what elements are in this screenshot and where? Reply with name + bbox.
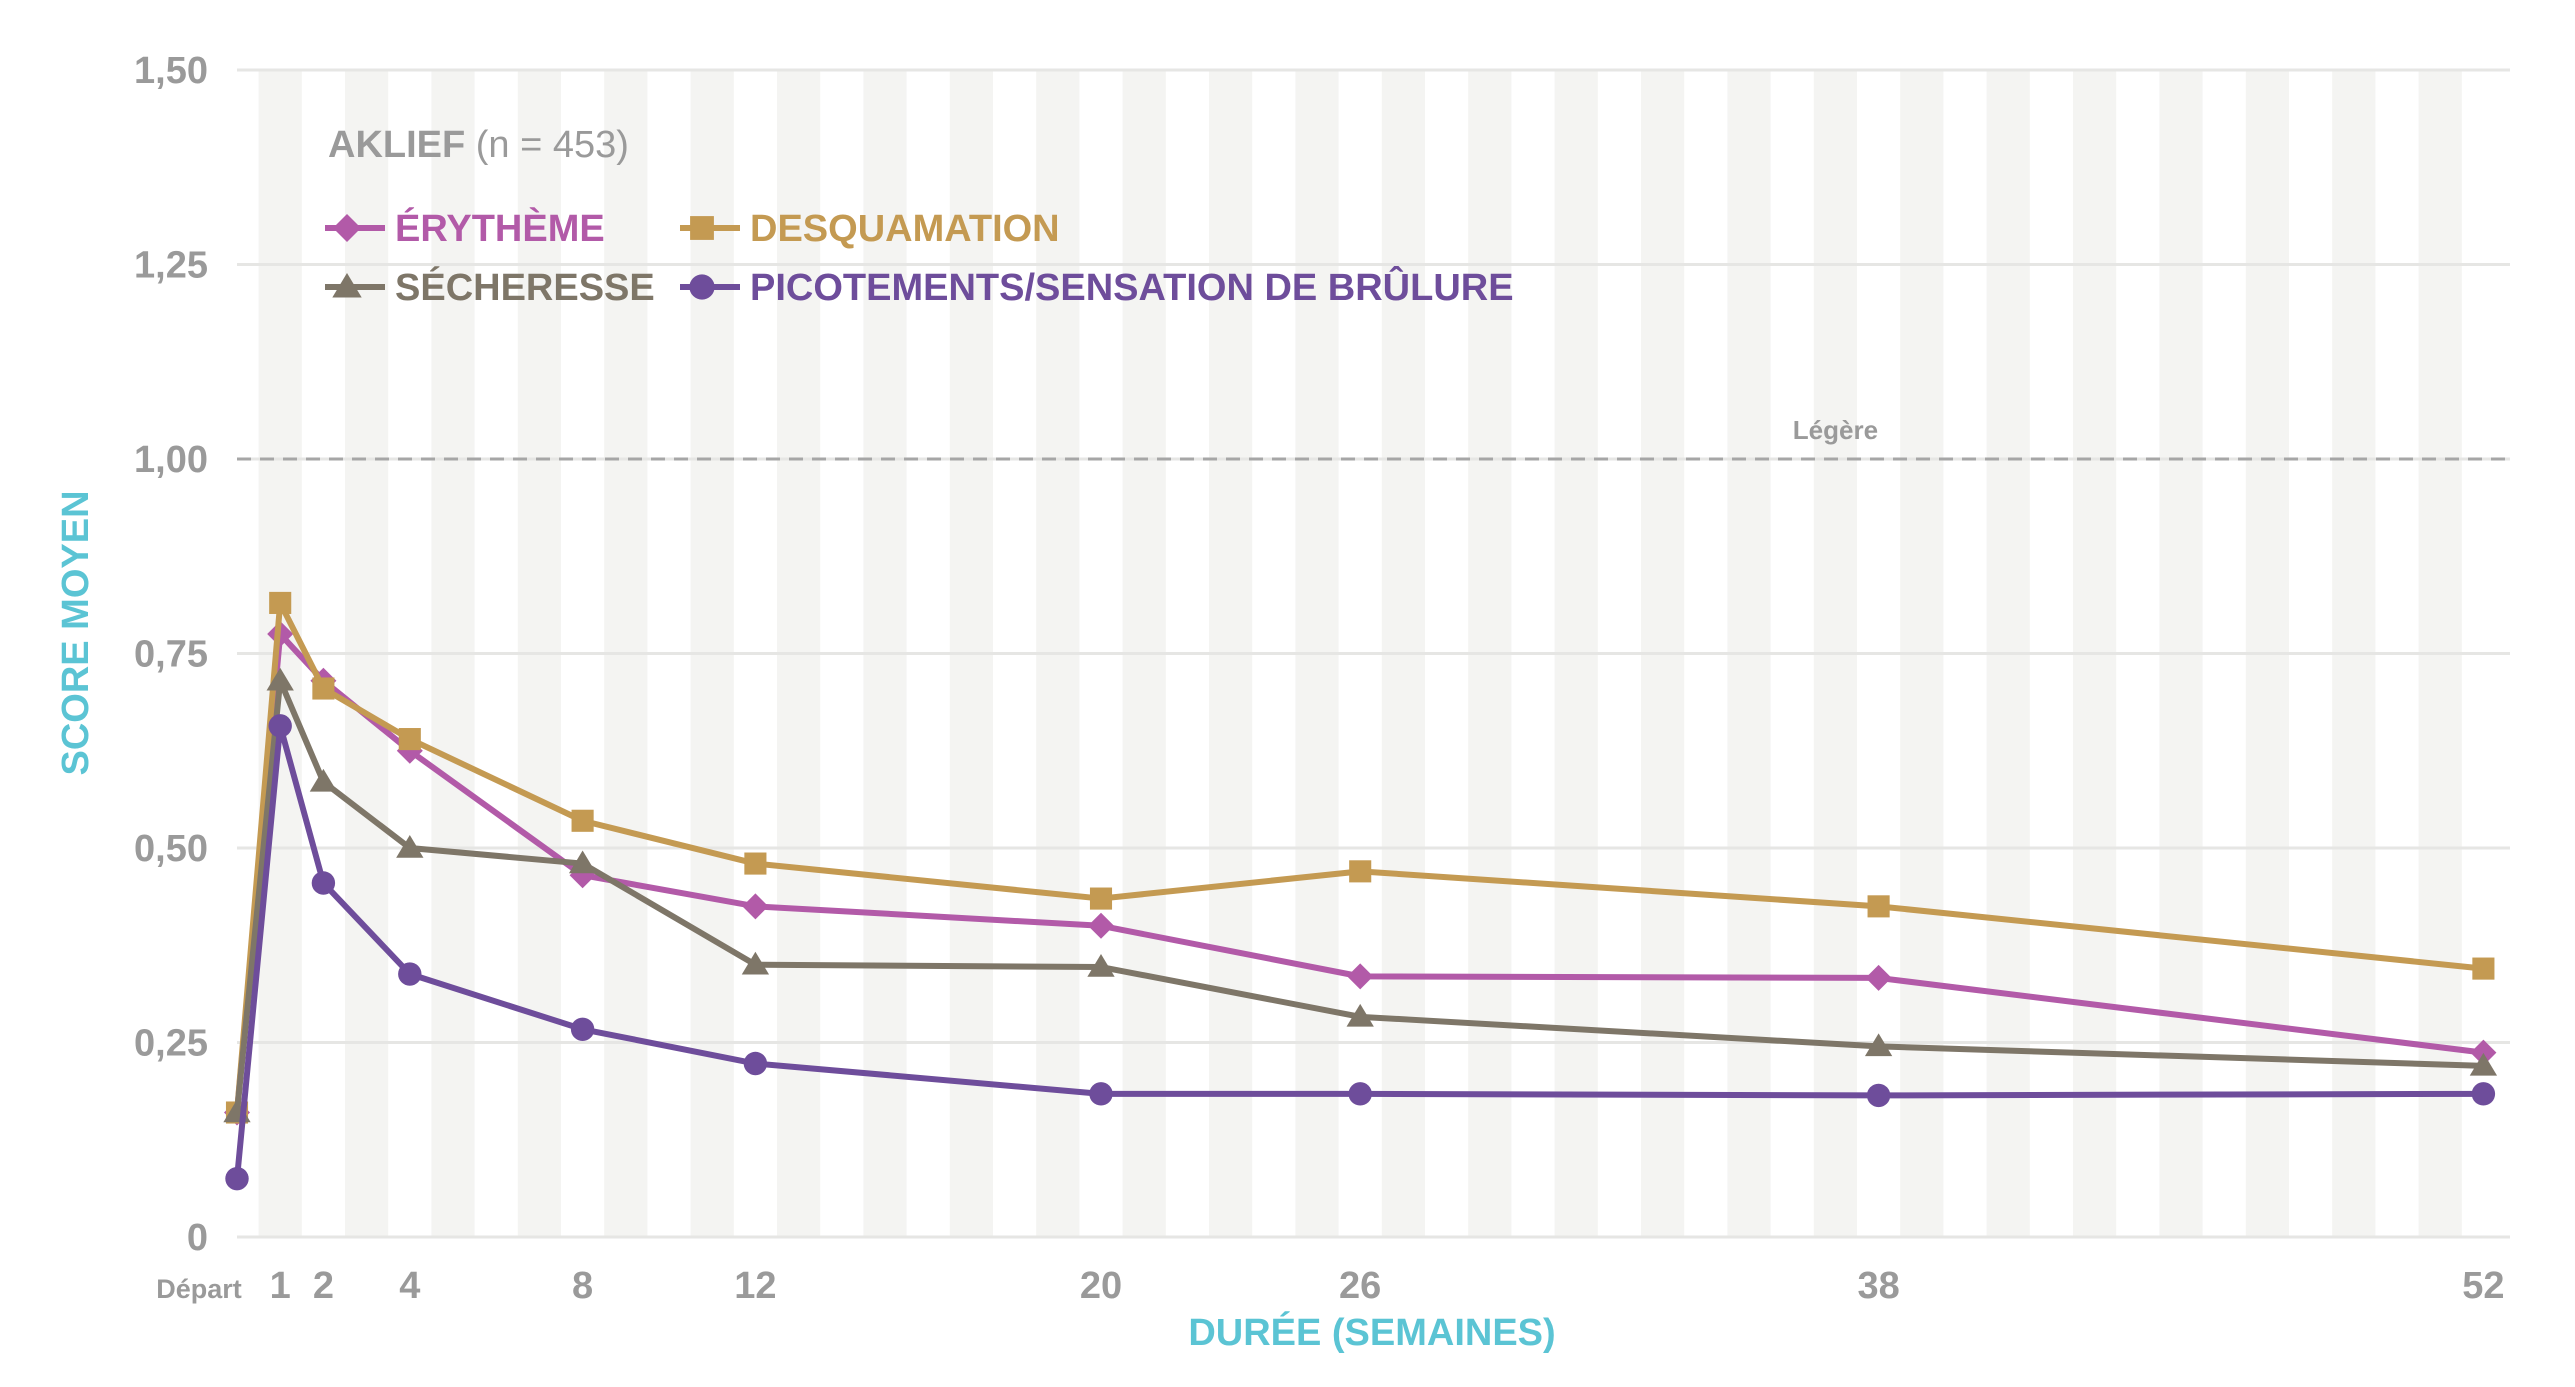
data-point-square [1867, 895, 1890, 918]
reference-line-label: Légère [1793, 415, 1878, 445]
data-point-triangle [1087, 954, 1115, 977]
y-tick-label: 0,50 [134, 828, 208, 870]
data-point-circle [2471, 1082, 2496, 1106]
series-line [234, 677, 2484, 1113]
legend-label: PICOTEMENTS/SENSATION DE BRÛLURE [750, 264, 1514, 309]
x-tick-label: 4 [399, 1265, 420, 1307]
data-point-square [312, 677, 335, 700]
data-point-diamond [1088, 912, 1114, 939]
data-point-square [398, 728, 421, 751]
data-point-triangle [309, 768, 338, 792]
y-axis-ticks: 0 0,25 0,50 0,75 1,00 1,25 1,50 [134, 50, 208, 1259]
data-point-circle [268, 714, 292, 738]
data-point-diamond [742, 893, 769, 920]
series-line [234, 631, 2484, 1113]
data-point-circle [570, 1017, 595, 1041]
legend-label: ÉRYTHÈME [395, 206, 605, 250]
data-point-circle [689, 274, 715, 300]
legend-entry: PICOTEMENTS/SENSATION DE BRÛLURE [680, 264, 1514, 309]
x-tick-label: 38 [1857, 1265, 1899, 1307]
x-tick-label: 20 [1080, 1265, 1122, 1307]
x-tick-label: 26 [1339, 1265, 1381, 1307]
data-point-circle [743, 1051, 768, 1076]
data-point-circle [1348, 1082, 1372, 1106]
x-tick-label: 52 [2462, 1265, 2504, 1307]
data-point-square [1089, 887, 1113, 910]
series-group [223, 591, 2498, 1191]
series-line [234, 599, 2484, 1113]
data-point-triangle [396, 835, 424, 858]
series-circle [225, 714, 2496, 1191]
data-point-triangle [741, 951, 770, 975]
data-point-diamond [2470, 1039, 2497, 1066]
legend-heading-count: (n = 453) [465, 124, 629, 166]
x-tick-label: 12 [734, 1265, 776, 1307]
data-point-triangle [266, 667, 294, 691]
x-tick-label: 1 [270, 1265, 291, 1307]
legend-entry: SÉCHERESSE [325, 265, 655, 309]
legend: AKLIEF (n = 453) ÉRYTHÈME DESQUAMATION SÉCH… [325, 124, 1514, 309]
legend-label: SÉCHERESSE [395, 265, 655, 309]
data-point-triangle [2469, 1052, 2498, 1076]
y-tick-label: 0 [187, 1217, 208, 1259]
reference-line-group: Légère [237, 415, 2510, 461]
legend-entry: ÉRYTHÈME [325, 206, 605, 250]
data-point-diamond [1865, 964, 1892, 991]
y-tick-label: 1,00 [134, 439, 208, 481]
x-axis-ticks: Départ 1 2 4 8 12 20 26 38 52 [156, 1265, 2504, 1307]
legend-entry: DESQUAMATION [680, 208, 1060, 250]
data-point-square [2472, 957, 2495, 980]
x-axis-title: DURÉE (SEMAINES) [1188, 1310, 1555, 1354]
legend-heading: AKLIEF (n = 453) [328, 124, 629, 166]
data-point-circle [1866, 1083, 1891, 1108]
data-point-square [571, 809, 594, 832]
data-point-diamond [1347, 963, 1374, 990]
data-point-triangle [1346, 1003, 1374, 1027]
data-point-square [1349, 860, 1372, 883]
data-point-circle [398, 962, 422, 986]
legend-label: DESQUAMATION [750, 208, 1060, 250]
data-point-square [744, 852, 767, 875]
y-tick-label: 1,50 [134, 50, 208, 92]
data-point-circle [1089, 1082, 1113, 1106]
series-triangle [223, 667, 2498, 1123]
x-tick-label: 8 [572, 1265, 593, 1307]
legend-heading-name: AKLIEF [328, 124, 465, 166]
data-point-diamond [333, 214, 361, 242]
data-point-square [269, 591, 292, 614]
y-tick-label: 0,75 [134, 634, 208, 676]
data-point-circle [225, 1166, 249, 1191]
series-square [225, 591, 2495, 1124]
x-tick-label-start: Départ [156, 1274, 242, 1304]
x-tick-label: 2 [313, 1265, 334, 1307]
data-point-triangle [1864, 1033, 1893, 1057]
data-point-circle [311, 871, 336, 895]
series-line [234, 722, 2484, 1179]
y-tick-label: 1,25 [134, 245, 208, 287]
data-point-square [690, 216, 714, 240]
y-axis-title: SCORE MOYEN [55, 490, 97, 775]
data-point-triangle [568, 850, 597, 874]
y-tick-label: 0,25 [134, 1023, 208, 1065]
data-point-triangle [332, 273, 362, 298]
